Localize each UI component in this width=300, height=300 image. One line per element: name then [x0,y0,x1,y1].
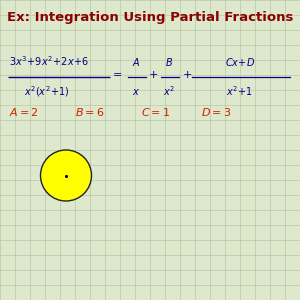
Text: +: + [182,70,192,80]
Text: $A$: $A$ [132,56,141,68]
Text: $Cx\!+\!D$: $Cx\!+\!D$ [225,56,255,68]
Text: +: + [149,70,158,80]
Text: $D = 3$: $D = 3$ [201,106,231,119]
Text: $x$: $x$ [132,86,141,97]
Text: Ex: Integration Using Partial Fractions: Ex: Integration Using Partial Fractions [7,11,293,23]
Text: $B$: $B$ [166,56,173,68]
Text: =: = [112,70,122,80]
Text: $B = 6$: $B = 6$ [75,106,105,119]
Text: $3x^3\!+\!9x^2\!+\!2x\!+\!6$: $3x^3\!+\!9x^2\!+\!2x\!+\!6$ [9,55,89,68]
Text: $x^2(x^2\!+\!1)$: $x^2(x^2\!+\!1)$ [24,84,70,99]
Text: $A = 2$: $A = 2$ [9,106,39,119]
Text: $C = 1$: $C = 1$ [141,106,170,119]
Circle shape [40,150,92,201]
Text: $x^2$: $x^2$ [164,85,175,98]
Text: $x^2\!+\!1$: $x^2\!+\!1$ [226,85,254,98]
